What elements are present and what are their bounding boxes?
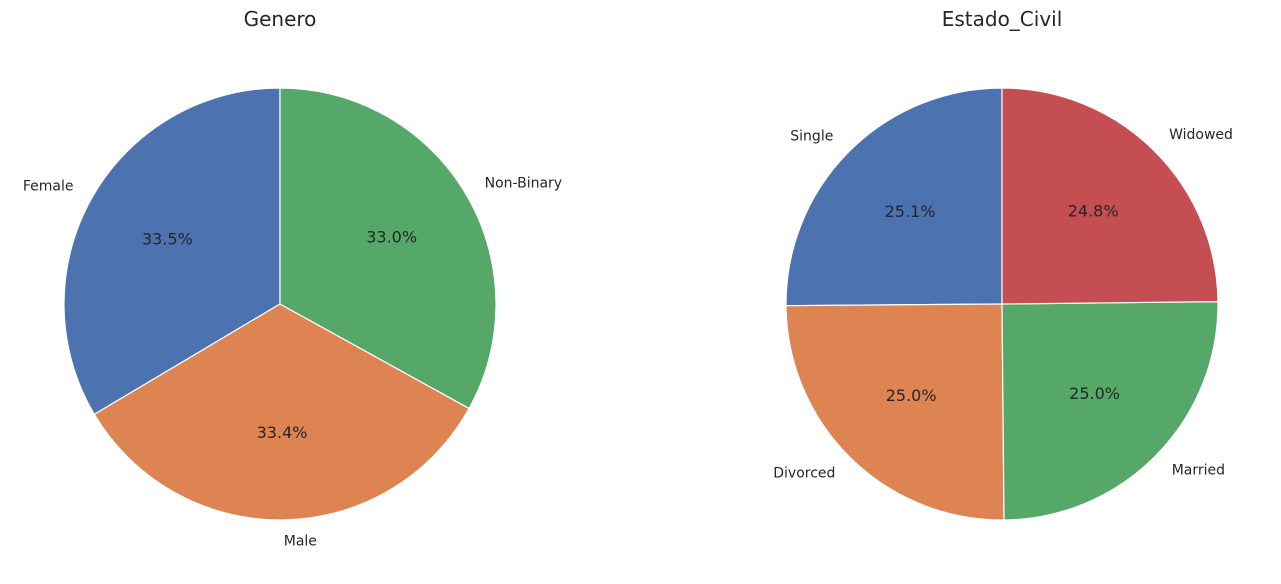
pie-labels: Single 25.1% Divorced 25.0% Married 25.0% Wido… [773, 127, 1233, 481]
estado-civil-pie-chart: Estado_Civil Single 25.1% Divorced 25.0% Mar… [773, 7, 1233, 521]
slice-percent-label: 25.0% [886, 386, 937, 405]
pie-slice-widowed [1001, 87, 1219, 305]
slice-percent-label: 33.5% [142, 229, 193, 248]
slice-percent-label: 24.8% [1068, 201, 1119, 220]
slice-percent-label: 33.4% [257, 423, 308, 442]
pie-slice-male [93, 303, 470, 521]
slice-percent-label: 33.0% [366, 228, 417, 247]
slice-percent-label: 25.1% [885, 202, 936, 221]
genero-pie-chart: Genero Female 33.5% Male 33.4% Non-Binary 33.… [23, 7, 562, 550]
slice-label: Male [284, 534, 317, 550]
pie-slice-divorced [785, 303, 1005, 521]
slice-label: Divorced [773, 465, 835, 481]
chart-title: Genero [244, 7, 317, 31]
pie-slices [63, 87, 497, 521]
pie-slice-single [785, 87, 1003, 307]
slice-label: Female [23, 179, 74, 195]
pie-slice-married [1001, 301, 1219, 521]
slice-label: Married [1172, 462, 1225, 478]
pie-labels: Female 33.5% Male 33.4% Non-Binary 33.0% [23, 175, 562, 549]
slice-label: Widowed [1169, 127, 1233, 143]
chart-title: Estado_Civil [942, 7, 1063, 31]
pie-slice-female [63, 87, 281, 416]
pie-slices [785, 87, 1219, 521]
slice-label: Single [790, 129, 833, 145]
pie-slice-non-binary [279, 87, 497, 410]
slice-label: Non-Binary [485, 175, 562, 191]
slice-percent-label: 25.0% [1069, 384, 1120, 403]
